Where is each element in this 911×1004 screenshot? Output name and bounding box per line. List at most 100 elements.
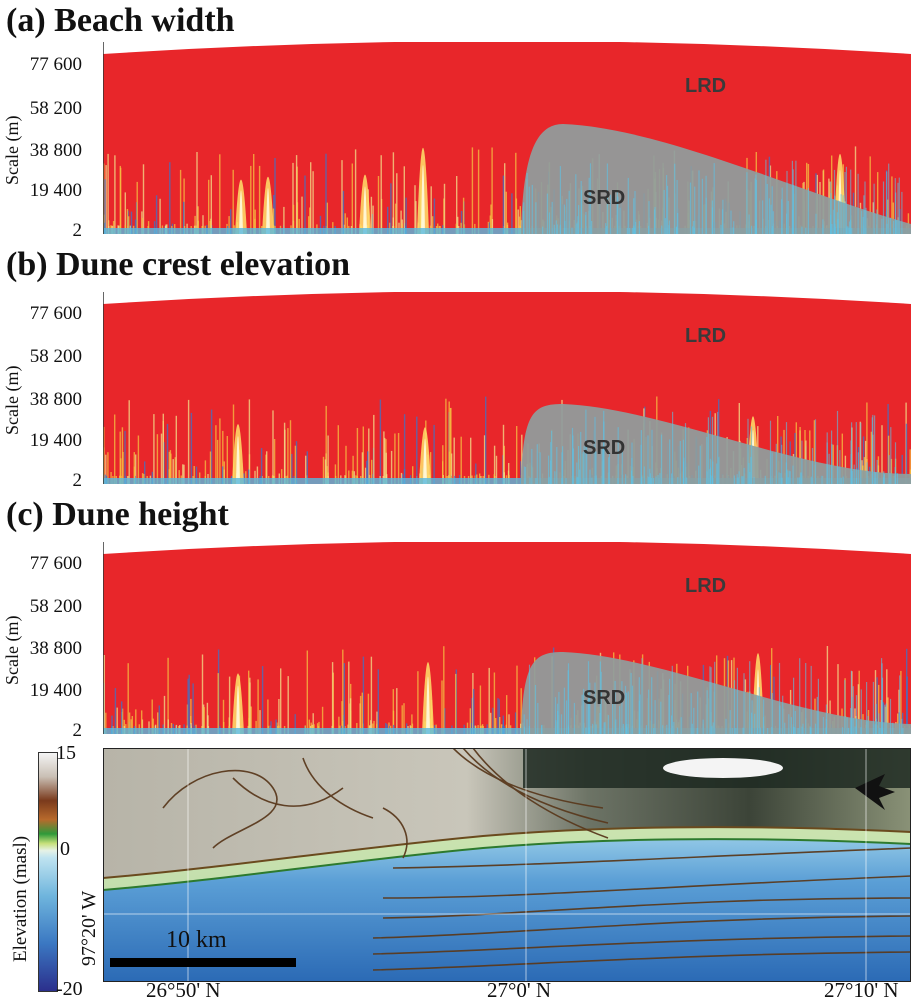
srd-streak xyxy=(850,169,852,234)
srd-streak xyxy=(713,163,715,234)
wavelet-streak xyxy=(254,470,256,484)
tick-label: 58 200 xyxy=(29,98,82,119)
srd-streak xyxy=(531,448,533,484)
srd-streak xyxy=(571,227,573,234)
srd-streak xyxy=(770,204,772,234)
srd-label: SRD xyxy=(583,687,625,709)
srd-streak xyxy=(769,420,772,484)
wavelet-streak xyxy=(338,716,340,734)
srd-streak xyxy=(676,727,679,734)
wavelet-streak xyxy=(508,714,510,734)
srd-streak xyxy=(698,465,700,484)
srd-streak xyxy=(524,467,527,484)
srd-streak xyxy=(846,226,848,234)
srd-streak xyxy=(582,452,584,484)
srd-streak xyxy=(855,695,858,734)
srd-streak xyxy=(901,191,903,234)
wavelet-streak xyxy=(128,216,130,234)
wavelet-streak xyxy=(209,451,212,484)
wavelet-streak xyxy=(308,719,310,734)
wavelet-streak xyxy=(219,418,221,484)
srd-streak xyxy=(555,220,557,234)
wavelet-streak xyxy=(232,169,234,234)
srd-streak xyxy=(673,721,675,734)
wavelet-streak xyxy=(368,428,370,484)
srd-streak xyxy=(736,474,738,484)
srd-streak xyxy=(619,706,621,734)
wavelet-streak xyxy=(505,191,507,234)
tick-label: 19 400 xyxy=(29,680,82,701)
tick-label: 2 xyxy=(72,470,83,491)
wavelet-streak xyxy=(383,431,385,484)
wavelet-streak xyxy=(352,455,354,484)
srd-streak xyxy=(831,224,833,234)
srd-streak xyxy=(689,182,692,234)
srd-streak xyxy=(720,224,722,234)
srd-streak xyxy=(706,690,708,734)
srd-streak xyxy=(683,461,685,484)
srd-streak xyxy=(882,477,885,484)
srd-streak xyxy=(779,705,781,734)
wavelet-streak xyxy=(270,721,272,734)
wavelet-streak xyxy=(493,672,496,734)
wavelet-streak xyxy=(172,459,174,484)
srd-streak xyxy=(655,476,657,484)
srd-streak xyxy=(633,198,635,234)
srd-streak xyxy=(622,723,624,734)
srd-streak xyxy=(851,696,853,734)
srd-streak xyxy=(902,727,904,734)
wavelet-streak xyxy=(392,217,394,234)
srd-streak xyxy=(537,703,539,734)
srd-streak xyxy=(553,224,555,234)
wavelet-streak xyxy=(114,155,116,234)
srd-streak xyxy=(576,462,578,484)
srd-streak xyxy=(693,707,695,734)
srd-streak xyxy=(756,696,758,734)
srd-streak xyxy=(586,445,588,484)
wavelet-streak xyxy=(119,431,121,484)
wavelet-streak xyxy=(397,433,400,484)
wavelet-streak xyxy=(809,430,811,484)
srd-streak xyxy=(561,452,563,484)
wavelet-streak xyxy=(373,414,375,484)
srd-streak xyxy=(668,694,670,734)
srd-streak xyxy=(807,188,809,234)
srd-streak xyxy=(594,682,596,734)
wavelet-streak xyxy=(116,707,118,734)
wavelet-streak xyxy=(882,702,885,734)
srd-streak xyxy=(873,183,875,234)
srd-streak xyxy=(844,172,846,234)
wavelet-streak xyxy=(170,453,172,484)
srd-streak xyxy=(589,469,591,484)
wavelet-streak xyxy=(342,649,344,734)
wavelet-streak xyxy=(175,415,177,484)
srd-streak xyxy=(691,723,693,734)
srd-streak xyxy=(680,717,682,734)
wavelet-streak xyxy=(296,202,299,234)
wavelet-streak xyxy=(470,437,472,484)
srd-streak xyxy=(801,726,803,734)
wavelet-streak xyxy=(502,424,505,484)
srd-streak xyxy=(838,200,840,234)
wavelet-streak xyxy=(443,646,445,734)
srd-streak xyxy=(648,689,650,734)
srd-streak xyxy=(781,187,783,234)
srd-streak xyxy=(578,205,580,234)
srd-streak xyxy=(674,163,676,234)
wavelet-streak xyxy=(230,209,232,234)
srd-streak xyxy=(898,177,900,234)
srd-streak xyxy=(659,473,661,484)
wavelet-streak xyxy=(248,469,250,484)
wavelet-streak xyxy=(361,452,364,484)
wavelet-streak xyxy=(377,669,379,734)
wavelet-streak xyxy=(520,688,522,734)
wavelet-streak xyxy=(887,697,889,734)
srd-streak xyxy=(581,694,583,734)
srd-streak xyxy=(603,410,605,484)
wavelet-streak xyxy=(475,463,477,484)
srd-streak xyxy=(589,163,592,234)
srd-streak xyxy=(608,452,611,484)
wavelet-streak xyxy=(444,708,446,734)
wavelet-streak xyxy=(870,431,873,484)
wavelet-streak xyxy=(433,424,435,484)
